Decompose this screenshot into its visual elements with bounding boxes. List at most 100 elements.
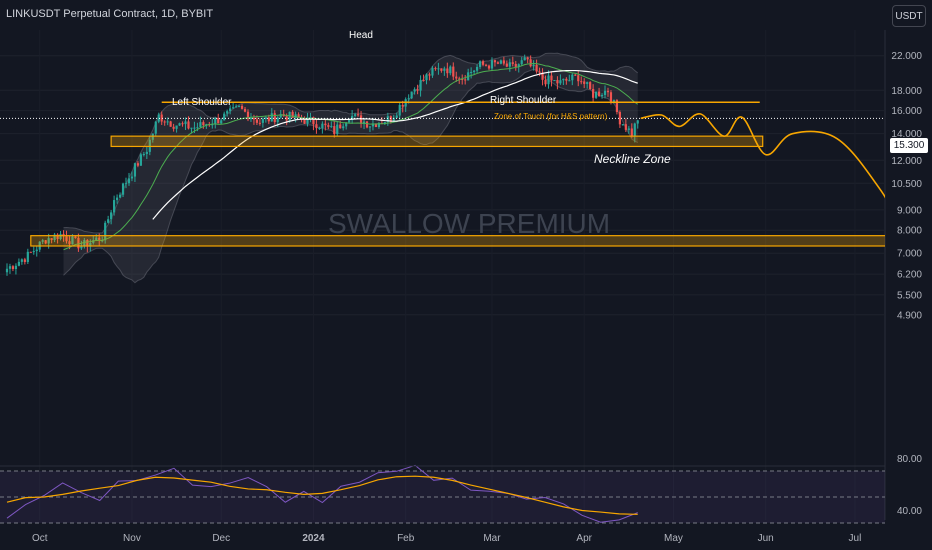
candle-body [127, 178, 131, 184]
candle-body [124, 183, 128, 185]
head-label: Head [349, 30, 373, 41]
candle-body [83, 240, 86, 247]
candle-body [234, 106, 238, 108]
candle-body [348, 120, 351, 123]
candle-body [544, 79, 547, 85]
price-tick-label: 5.500 [897, 290, 922, 301]
candle-body [505, 63, 508, 67]
price-tick-label: 8.000 [897, 226, 922, 237]
candle-body [547, 75, 550, 85]
bollinger-band-fill [63, 53, 638, 283]
candle-body [297, 114, 300, 118]
candle-body [568, 80, 571, 82]
time-tick-label: 2024 [302, 533, 325, 544]
candle-body [520, 60, 523, 65]
candle-body [490, 60, 494, 69]
candle-body [574, 74, 577, 76]
candle-body [395, 115, 398, 118]
candle-body [178, 123, 181, 126]
candle-body [196, 127, 199, 129]
candle-body [496, 62, 500, 64]
candle-body [226, 111, 229, 114]
candle-body [571, 74, 574, 81]
candle-body [511, 62, 514, 64]
candle-body [392, 117, 395, 123]
candle-body [273, 113, 276, 123]
candle-body [356, 114, 360, 116]
candle-body [624, 124, 627, 130]
candle-body [44, 240, 47, 244]
candle-body [514, 63, 517, 67]
candle-body [267, 117, 270, 122]
candle-body [455, 76, 458, 79]
candle-body [154, 121, 157, 134]
candle-body [184, 121, 187, 125]
candle-body [217, 117, 220, 124]
candle-body [291, 111, 294, 118]
candle-body [532, 64, 535, 67]
chart-title: LINKUSDT Perpetual Contract, 1D, BYBIT [6, 8, 214, 20]
candle-body [214, 117, 217, 125]
candle-body [211, 124, 214, 126]
candle-body [428, 74, 431, 76]
price-axis: 22.000 18.000 16.000 14.000 12.000 10.500 9.00… [0, 30, 922, 520]
candle-body [110, 212, 113, 220]
candle-body [351, 115, 354, 121]
candle-body [383, 122, 386, 124]
candle-body [446, 68, 449, 74]
projection-path [640, 113, 885, 199]
candle-body [449, 66, 452, 74]
time-tick-label: Nov [123, 533, 141, 544]
candle-body [440, 68, 443, 71]
candle-body [71, 236, 74, 245]
candle-body [8, 266, 12, 269]
candle-body [368, 126, 372, 128]
candle-body [627, 128, 630, 130]
candle-body [86, 240, 89, 247]
candle-body [371, 123, 375, 127]
price-tick-label: 12.000 [891, 156, 922, 167]
candle-body [621, 124, 624, 126]
candle-body [80, 246, 83, 249]
candle-body [23, 259, 26, 262]
candle-body [508, 62, 511, 67]
watermark: SWALLOW PREMIUM [328, 208, 611, 239]
candle-body [345, 122, 348, 127]
candle-body [437, 68, 440, 70]
candle-body [14, 265, 18, 270]
rsi-tick-label: 80.00 [897, 454, 922, 465]
candle-body [493, 60, 497, 63]
candle-body [92, 240, 95, 243]
candle-body [157, 114, 160, 122]
candle-body [419, 79, 422, 91]
right-shoulder-label: Right Shoulder [490, 95, 557, 106]
candle-body [636, 120, 639, 124]
candle-body [359, 115, 363, 124]
time-tick-label: Apr [576, 533, 592, 544]
candle-body [327, 125, 330, 127]
candle-body [565, 78, 568, 81]
candle-body [386, 116, 389, 123]
candle-body [541, 72, 544, 80]
candle-body [172, 126, 175, 129]
candle-body [65, 236, 68, 242]
candle-body [166, 121, 169, 123]
candle-body [59, 233, 62, 240]
candle-body [586, 82, 589, 84]
candle-body [95, 237, 98, 241]
candle-body [580, 81, 583, 83]
candle-body [130, 176, 134, 179]
candle-body [318, 128, 321, 130]
rsi-pane: 80.00 40.00 [0, 454, 922, 524]
candle-body [577, 75, 580, 82]
time-tick-label: Jun [758, 533, 774, 544]
candle-body [50, 238, 53, 241]
candle-body [550, 75, 553, 81]
price-tick-label: 10.500 [891, 179, 922, 190]
candle-body [118, 194, 122, 198]
currency-button[interactable]: USDT [892, 5, 926, 27]
candle-body [237, 105, 241, 107]
last-price-tag: 15.300 [890, 138, 928, 153]
time-axis: OctNovDec2024FebMarAprMayJunJulAugSepOct… [32, 30, 861, 544]
